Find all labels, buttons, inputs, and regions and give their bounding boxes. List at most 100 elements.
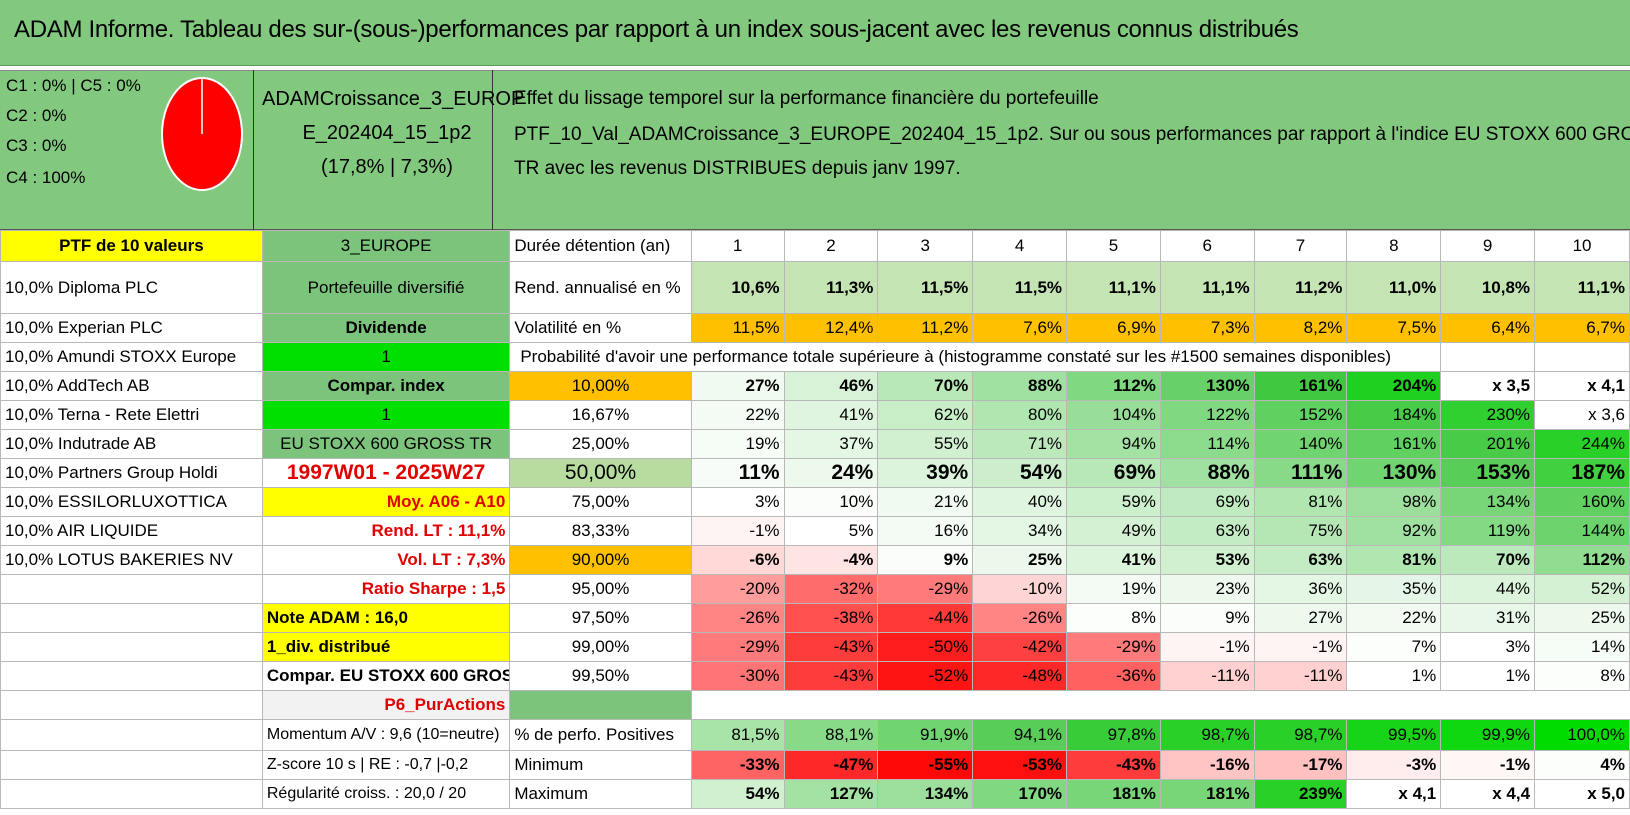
probability-value: 184% [1346,400,1442,430]
threshold-cell: 99,00% [509,632,692,662]
table-row-probability: 10,0% Indutrade AB EU STOXX 600 GROSS TR 2… [0,429,1630,459]
probability-value: 19% [690,429,785,459]
probability-value: -30% [690,661,785,691]
ptf-count-cell: PTF de 10 valeurs [0,230,263,262]
performance-table: PTF de 10 valeurs 3_EUROPE Durée détenti… [0,230,1630,809]
table-row-rendement: 10,0% Diploma PLC Portefeuille diversifi… [0,261,1630,314]
rendement-label: Rend. annualisé en % [509,261,692,314]
probability-value: 98% [1346,487,1442,517]
probability-value: 14% [1534,632,1630,662]
allocation-c2: C2 : 0% [6,106,67,125]
probability-value: 92% [1346,516,1442,546]
probability-value: -36% [1066,661,1161,691]
info-cell: Note ADAM : 16,0 [261,603,511,633]
minimum-value: -16% [1159,750,1255,780]
table-row-probability: Ratio Sharpe : 1,5 95,00% -20% -32% -29% -10%… [0,574,1630,604]
probability-value: 36% [1253,574,1348,604]
holding-cell: 10,0% Diploma PLC [0,261,263,314]
empty-cell [1534,342,1630,372]
allocation-c1-c5: C1 : 0% | C5 : 0% [6,76,141,95]
minimum-value: -33% [690,750,785,780]
probability-value: 130% [1346,458,1442,488]
probability-value: 34% [972,516,1068,546]
minimum-value: -17% [1253,750,1348,780]
probability-value: -43% [783,632,879,662]
probability-value: 130% [1159,371,1255,401]
probability-value: 16% [877,516,974,546]
report-title: ADAM Informe. Tableau des sur-(sous-)per… [14,16,1299,43]
probability-value: 55% [877,429,974,459]
probability-value: 31% [1440,603,1536,633]
probability-value: 7% [1346,632,1442,662]
table-row-probability: 10,0% LOTUS BAKERIES NV Vol. LT : 7,3% 90,… [0,545,1630,575]
holding-cell: 10,0% Terna - Rete Elettri [0,400,263,430]
probability-value: 49% [1066,516,1161,546]
maximum-value: 54% [690,779,785,809]
probability-value: -38% [783,603,879,633]
probability-value: 111% [1253,458,1348,488]
probability-value: 160% [1534,487,1630,517]
empty-cell [0,690,263,720]
portfolio-name-line1: ADAMCroissance_3_EUROP [262,88,525,110]
info-cell: 1997W01 - 2025W27 [261,458,511,488]
probability-value: 62% [877,400,974,430]
volatility-value: 7,5% [1346,313,1442,343]
probability-value: 122% [1159,400,1255,430]
empty-cell [509,690,692,720]
maximum-value: 134% [877,779,974,809]
rendement-value: 11,1% [1066,261,1161,314]
minimum-value: -47% [783,750,879,780]
probability-value: -11% [1159,661,1255,691]
probability-value: 46% [783,371,879,401]
allocation-c4: C4 : 100% [6,168,86,187]
probability-value: -52% [877,661,974,691]
info-cell: EU STOXX 600 GROSS TR [261,429,511,459]
probability-value: 63% [1253,545,1348,575]
probability-value: 244% [1534,429,1630,459]
divider [253,70,254,230]
probability-value: 230% [1440,400,1536,430]
table-row-pos: Momentum A/V : 9,6 (10=neutre)% de perfo… [0,719,1630,751]
probability-value: -48% [972,661,1068,691]
metric-label: Maximum [509,779,692,809]
year-header: 5 [1066,230,1161,262]
info-cell: Rend. LT : 11,1% [261,516,511,546]
holding-cell [0,574,263,604]
probability-value: 54% [972,458,1068,488]
probability-value: 69% [1159,487,1255,517]
probability-value: 112% [1066,371,1161,401]
threshold-cell: 75,00% [509,487,692,517]
maximum-value: 181% [1159,779,1255,809]
year-header: 9 [1440,230,1536,262]
probability-value: 9% [877,545,974,575]
minimum-value: -3% [1346,750,1442,780]
table-row-probability: 10,0% AIR LIQUIDE Rend. LT : 11,1% 83,33% -… [0,516,1630,546]
rendement-value: 10,8% [1440,261,1536,314]
probability-value: -50% [877,632,974,662]
table-row-volatilite: 10,0% Experian PLC Dividende Volatilité … [0,313,1630,343]
indicator-cell: Régularité croiss. : 20,0 / 20 [261,779,511,809]
probability-value: 27% [1253,603,1348,633]
rendement-value: 11,5% [972,261,1068,314]
rendement-value: 11,1% [1159,261,1255,314]
description-line1: Effet du lissage temporel sur la perform… [514,88,1099,109]
table-row-min: Z-score 10 s | RE : -0,7 |-0,2 Minimum -33… [0,750,1630,780]
year-header: 7 [1253,230,1348,262]
empty-cell [0,750,263,780]
header-band [0,70,1630,230]
minimum-value: 4% [1534,750,1630,780]
volatility-label: Volatilité en % [509,313,692,343]
probability-value: 37% [783,429,879,459]
positive-performance-value: 97,8% [1066,719,1161,751]
threshold-cell: 16,67% [509,400,692,430]
probability-value: 112% [1534,545,1630,575]
probability-value: -1% [1253,632,1348,662]
holding-cell: 10,0% Indutrade AB [0,429,263,459]
info-cell: Compar. EU STOXX 600 GROSS TR [261,661,511,691]
rendement-value: 11,5% [877,261,974,314]
region-cell: 3_EUROPE [261,230,511,262]
maximum-value: 170% [972,779,1068,809]
probability-value: 1% [1440,661,1536,691]
allocation-c3: C3 : 0% [6,136,67,155]
volatility-value: 6,4% [1440,313,1536,343]
